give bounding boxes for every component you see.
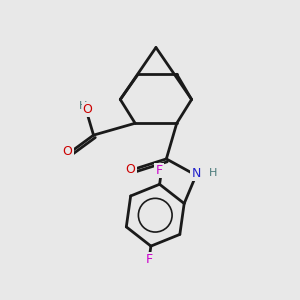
Text: F: F bbox=[155, 164, 163, 177]
Text: O: O bbox=[126, 163, 136, 176]
Text: N: N bbox=[191, 167, 201, 180]
Text: H: H bbox=[209, 168, 218, 178]
Text: O: O bbox=[82, 103, 92, 116]
Text: O: O bbox=[63, 145, 73, 158]
Text: F: F bbox=[146, 253, 153, 266]
Text: H: H bbox=[79, 101, 87, 111]
